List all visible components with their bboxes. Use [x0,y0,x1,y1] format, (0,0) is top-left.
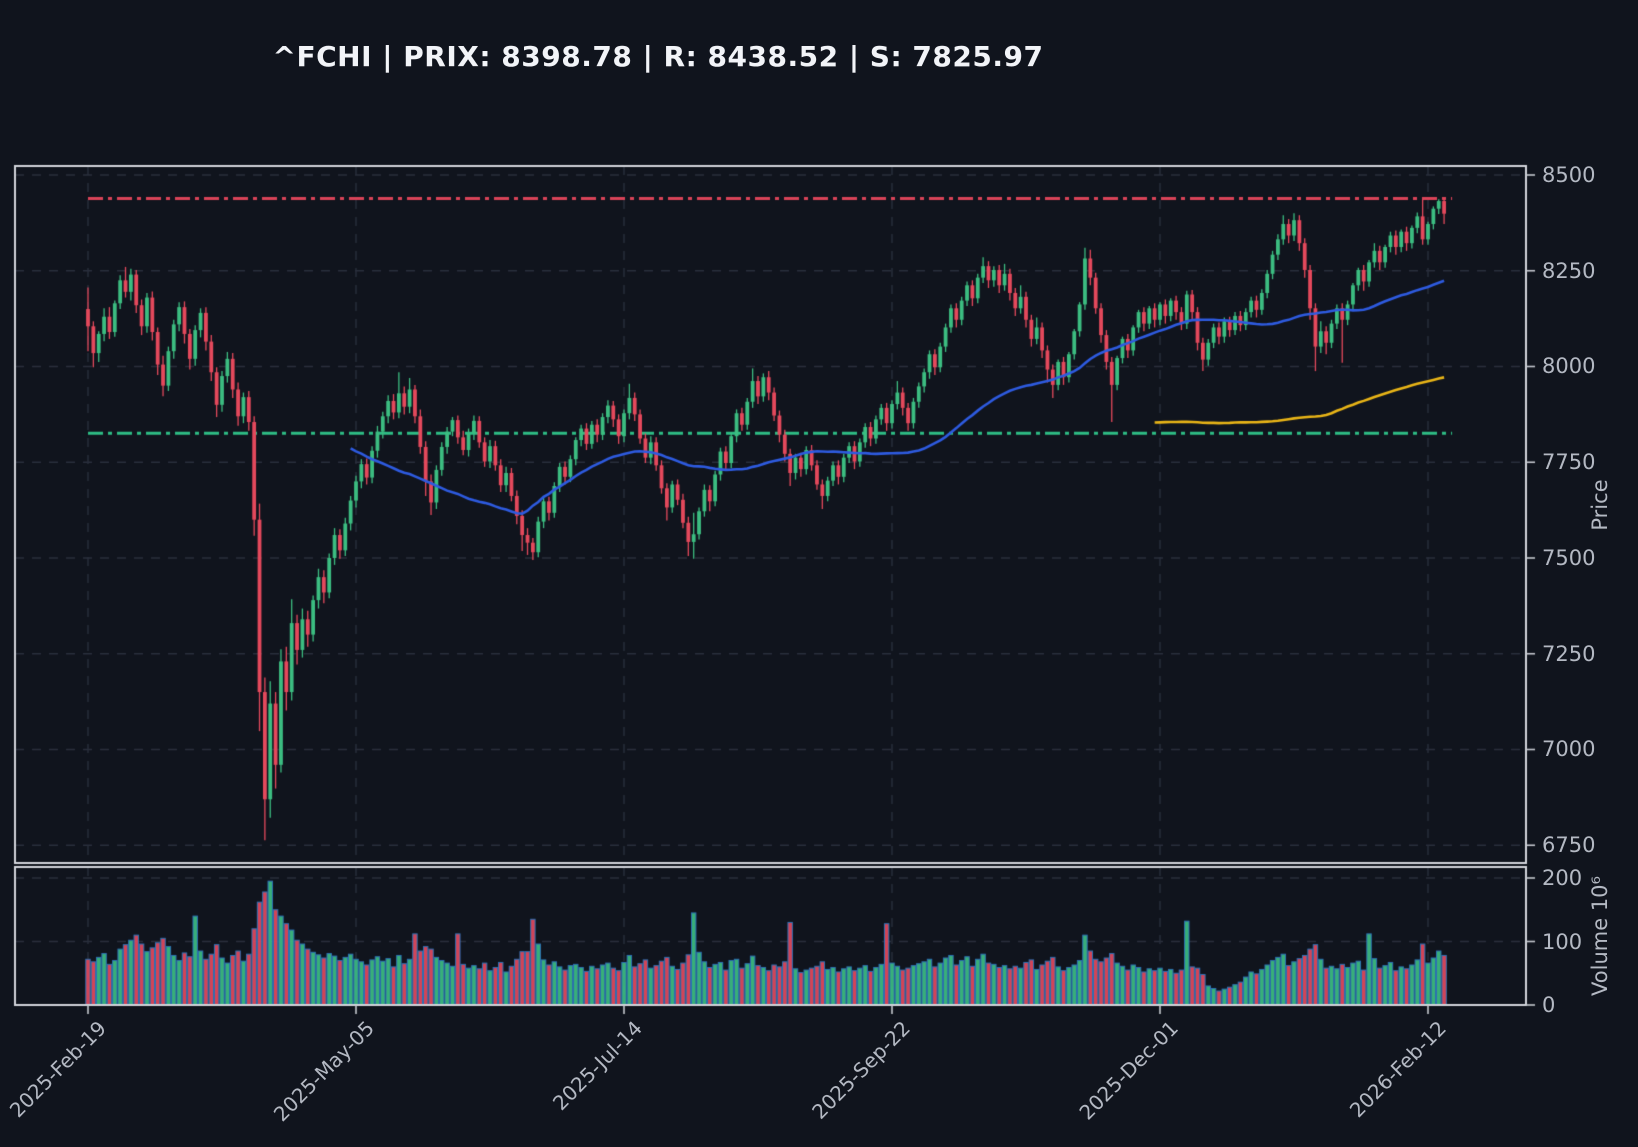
price-tick-7250: 7250 [1542,642,1596,666]
price-tick-8500: 8500 [1542,163,1596,187]
price-tick-8250: 8250 [1542,259,1596,283]
price-tick-7750: 7750 [1542,450,1596,474]
price-tick-6750: 6750 [1542,833,1596,857]
volume-tick-0: 0 [1542,993,1556,1017]
price-axis-label: Price [1588,479,1612,531]
volume-tick-100: 100 [1542,930,1583,954]
price-tick-7500: 7500 [1542,546,1596,570]
volume-axis-label: Volume 10⁶ [1588,876,1612,996]
volume-tick-200: 200 [1542,866,1583,890]
chart-title: ^FCHI | PRIX: 8398.78 | R: 8438.52 | S: … [272,40,1044,73]
price-tick-7000: 7000 [1542,737,1596,761]
price-tick-8000: 8000 [1542,354,1596,378]
